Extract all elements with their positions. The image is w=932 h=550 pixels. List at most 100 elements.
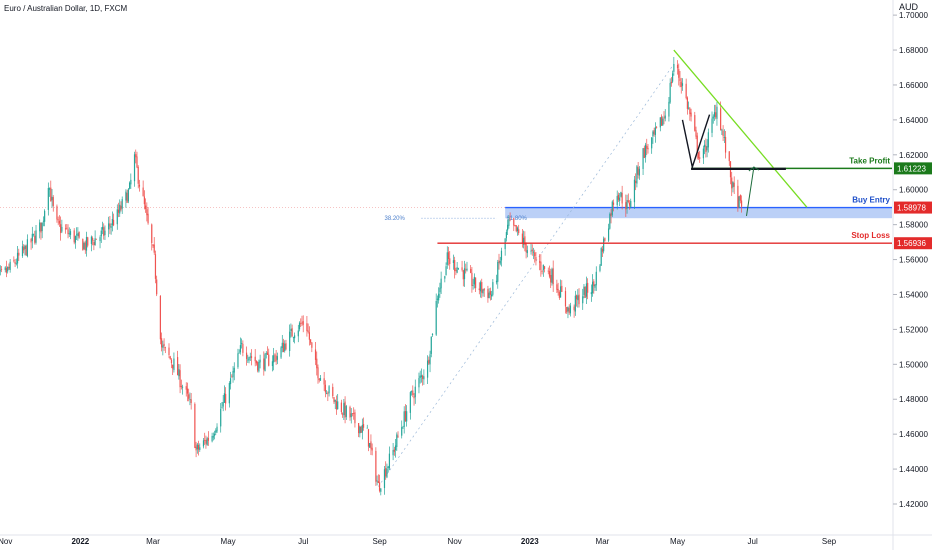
candle-body	[728, 151, 730, 162]
candle-body	[116, 209, 118, 225]
candle-body	[664, 115, 666, 119]
x-tick-label: May	[670, 537, 685, 546]
candle-body	[561, 285, 563, 292]
candle-body	[404, 411, 407, 421]
candle-body	[194, 403, 196, 448]
candle-body	[732, 182, 734, 188]
candle-body	[621, 192, 623, 204]
candle-body	[137, 166, 139, 184]
candle-body	[237, 353, 239, 368]
candle-body	[447, 252, 450, 259]
candle-body	[739, 195, 741, 201]
candle-body	[439, 287, 441, 293]
candle-body	[414, 386, 416, 398]
candle-body	[334, 399, 336, 402]
candle-body	[465, 269, 467, 271]
candle-body	[633, 179, 636, 203]
candle-body	[298, 322, 301, 330]
candle-body	[646, 145, 648, 149]
candle-body	[90, 236, 93, 244]
candle-body	[412, 390, 414, 396]
candle-body	[541, 270, 543, 272]
candle-body	[371, 447, 373, 451]
candle-body	[659, 117, 661, 128]
candle-body	[638, 168, 640, 176]
candle-body	[145, 205, 147, 209]
y-tick-label: 1.52000	[899, 325, 928, 334]
candle-body	[41, 222, 43, 232]
candle-body	[228, 383, 230, 404]
candle-body	[254, 356, 256, 362]
candle-body	[607, 228, 610, 241]
candle-body	[311, 342, 313, 348]
candle-body	[306, 323, 308, 332]
candle-body	[680, 81, 682, 88]
candle-body	[110, 226, 112, 228]
candle-body	[585, 283, 588, 297]
candle-body	[308, 332, 310, 340]
candle-body	[104, 230, 106, 235]
candle-body	[686, 97, 688, 109]
candle-body	[705, 146, 707, 152]
candle-body	[343, 403, 345, 416]
candle-body	[740, 200, 743, 207]
candle-body	[324, 384, 326, 393]
candle-body	[293, 335, 296, 339]
candle-body	[125, 191, 127, 201]
candle-body	[173, 358, 175, 371]
candle-body	[266, 352, 269, 355]
candle-body	[337, 401, 339, 410]
candle-body	[470, 268, 472, 273]
candle-body	[610, 213, 612, 217]
fib-label-left: 38.20%	[384, 216, 405, 222]
candle-body	[195, 446, 197, 451]
candle-body	[273, 355, 275, 363]
candle-body	[656, 126, 658, 128]
candle-body	[370, 441, 372, 449]
candle-body	[340, 402, 342, 412]
candle-body	[238, 352, 240, 354]
candle-body	[475, 277, 477, 289]
candle-body	[626, 200, 628, 209]
candle-body	[179, 370, 181, 388]
candle-body	[514, 225, 516, 226]
candle-body	[351, 413, 354, 415]
candle-body	[583, 286, 585, 295]
candle-body	[653, 130, 655, 135]
candle-body	[611, 201, 613, 216]
candle-body	[249, 356, 251, 358]
candle-body	[456, 267, 458, 273]
candle-body	[662, 118, 664, 126]
candle-body	[663, 117, 665, 119]
candle-body	[103, 227, 105, 236]
candle-body	[548, 271, 551, 277]
chart-title: Euro / Australian Dollar, 1D, FXCM	[4, 4, 128, 13]
candle-body	[268, 354, 270, 366]
candle-body	[500, 250, 503, 261]
candle-body	[323, 378, 325, 385]
y-tick-label: 1.50000	[899, 360, 928, 369]
candle-body	[599, 265, 601, 271]
candle-body	[111, 218, 113, 226]
candle-body	[319, 378, 322, 381]
candle-body	[466, 268, 468, 271]
candle-body	[377, 481, 379, 483]
candle-body	[354, 412, 356, 424]
fib-diagonal-line	[378, 63, 675, 487]
candle-body	[281, 342, 283, 349]
candle-body	[185, 386, 187, 390]
candle-body	[542, 264, 544, 271]
candle-body	[397, 435, 399, 437]
candle-body	[557, 288, 559, 293]
candle-body	[716, 106, 718, 119]
y-tick-label: 1.54000	[899, 290, 928, 299]
candle-body	[575, 295, 578, 300]
candle-body	[164, 347, 166, 349]
candle-body	[591, 281, 594, 294]
candle-body	[401, 427, 403, 436]
candle-body	[263, 358, 265, 370]
candle-body	[44, 210, 46, 222]
candle-body	[135, 154, 137, 158]
